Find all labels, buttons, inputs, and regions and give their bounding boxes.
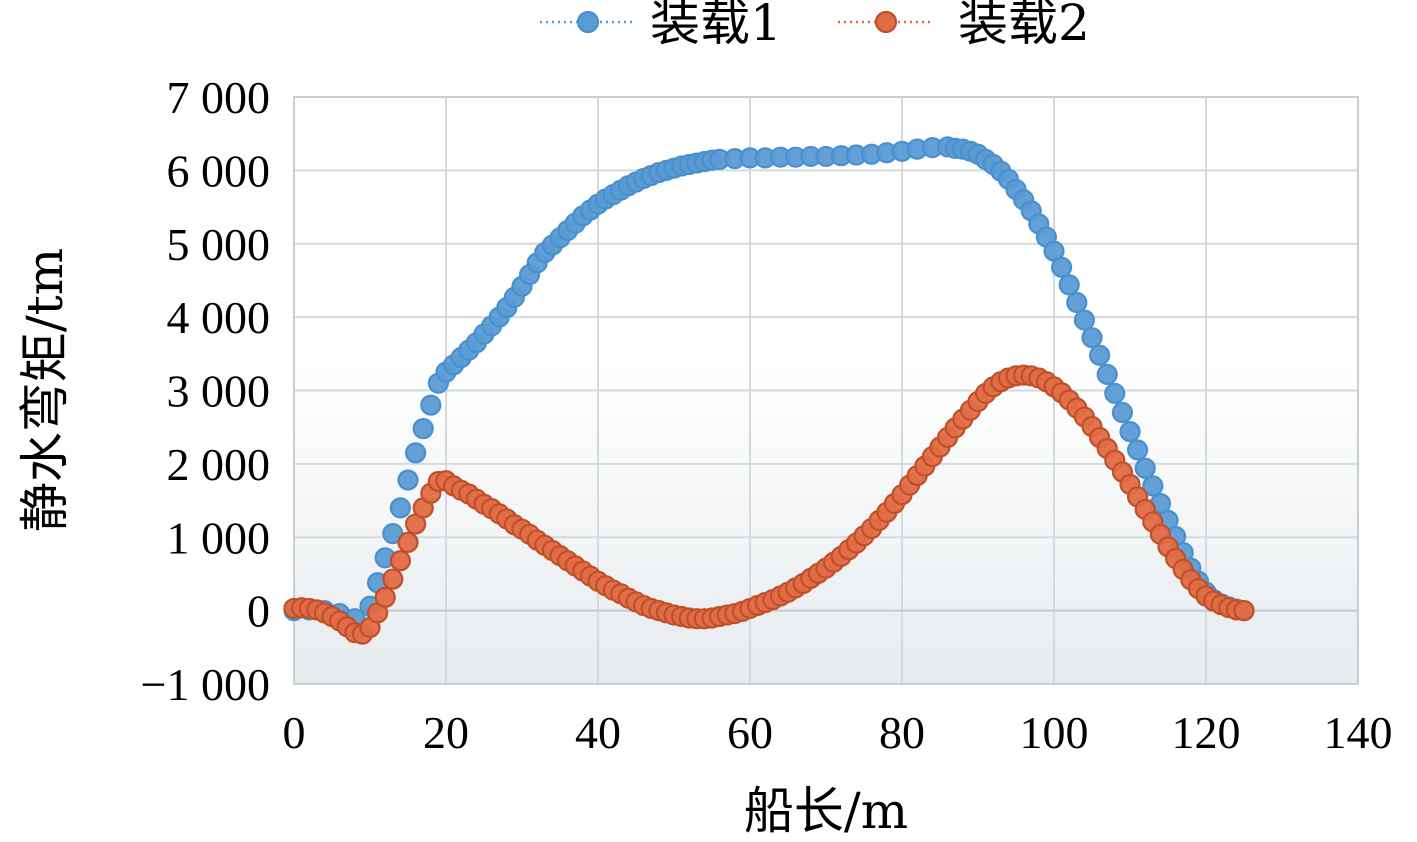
x-tick-label: 20: [423, 707, 469, 758]
series-2: [283, 364, 1255, 645]
y-tick-label: 3 000: [167, 366, 271, 417]
tick-labels: 0 20 40 60 80 100 120 140 −1 000 0 1 000 2 000 3 000…: [141, 72, 1393, 758]
series-1-point: [1058, 274, 1080, 296]
y-tick-label: 0: [247, 586, 270, 637]
y-tick-label: 7 000: [167, 72, 271, 123]
plot-border: [293, 96, 1359, 685]
series-1-point: [1081, 327, 1103, 349]
series-1-point: [1142, 475, 1164, 497]
series-1-point: [1119, 420, 1141, 443]
x-tick-label: 120: [1172, 707, 1241, 758]
series-1-point: [405, 442, 427, 464]
series-2-point: [389, 550, 411, 572]
series-1-point: [1126, 439, 1149, 461]
legend-marker-1: [576, 10, 600, 34]
x-tick-label: 140: [1324, 707, 1393, 758]
series-1-point: [1050, 256, 1073, 278]
series-1: [283, 136, 1255, 630]
series-1-point: [1066, 291, 1088, 314]
series-1-point: [1111, 401, 1134, 424]
y-tick-label: 4 000: [167, 292, 271, 343]
series-1-point: [397, 469, 419, 491]
y-tick-label: 6 000: [167, 145, 271, 196]
series-2-point: [1233, 600, 1255, 622]
x-tick-label: 40: [575, 707, 621, 758]
y-tick-label: −1 000: [141, 659, 270, 710]
series-layer: [283, 136, 1255, 645]
series-1-point: [389, 497, 411, 519]
y-tick-label: 1 000: [167, 512, 271, 563]
x-axis-title: 船长/m: [744, 782, 908, 840]
x-tick-label: 0: [283, 707, 306, 758]
series-1-point: [1096, 363, 1118, 385]
series-1-point: [1104, 382, 1126, 405]
legend-label-1: 装载1: [650, 0, 782, 52]
axes: [293, 96, 1359, 685]
series-2-point: [397, 531, 419, 553]
series-1-point: [420, 394, 442, 416]
series-1-point: [412, 418, 434, 440]
x-tick-label: 60: [727, 707, 773, 758]
x-tick-label: 80: [879, 707, 925, 758]
series-2-point: [382, 568, 404, 590]
series-1-point: [1073, 309, 1096, 331]
series-2-point: [374, 586, 396, 609]
series-1-point: [1134, 457, 1156, 479]
legend-label-2: 装载2: [958, 0, 1090, 52]
series-1-point: [1088, 344, 1111, 366]
y-axis-title: 静水弯矩/tm: [16, 248, 74, 532]
x-tick-label: 100: [1020, 707, 1089, 758]
legend-marker-2: [874, 10, 898, 34]
y-tick-label: 2 000: [167, 439, 271, 490]
legend: 装载1 装载2: [540, 0, 1090, 52]
y-tick-label: 5 000: [167, 219, 271, 270]
